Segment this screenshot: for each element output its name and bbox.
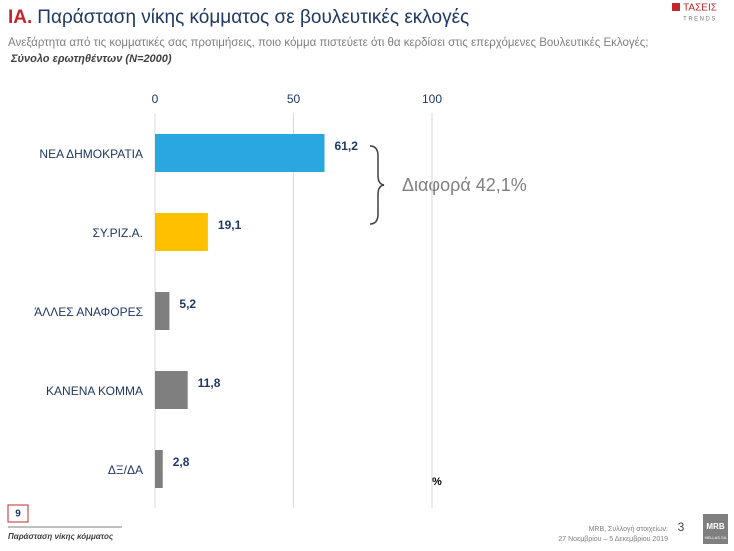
title-text: Παράσταση νίκης κόμματος σε βουλευτικές … <box>37 7 469 28</box>
value-label: 2,8 <box>173 455 190 469</box>
bar <box>155 213 208 251</box>
category-label: ΆΛΛΕΣ ΑΝΑΦΟΡΕΣ <box>34 305 143 319</box>
value-label: 5,2 <box>179 297 196 311</box>
brace <box>369 145 385 225</box>
brand-sub: HELLAS SA <box>705 535 727 540</box>
value-label: 11,8 <box>198 376 221 390</box>
x-tick-label: 100 <box>422 92 442 106</box>
footer-section: Παράσταση νίκης κόμματος <box>8 532 114 541</box>
base-note: Σύνολο ερωτηθέντων (N=2000) <box>10 53 172 65</box>
page-number: 3 <box>678 520 685 534</box>
chart-title: ΙΑ. Παράσταση νίκης κόμματος σε βουλευτικ… <box>8 7 469 28</box>
category-label: ΣΥ.ΡΙΖ.Α. <box>92 226 143 240</box>
x-tick-label: 0 <box>152 92 159 106</box>
x-tick-label: 50 <box>287 92 301 106</box>
value-label: 19,1 <box>218 218 242 232</box>
unit-label: % <box>432 476 442 488</box>
subtitle: Ανεξάρτητα από τις κομματικές σας προτιμ… <box>8 37 648 49</box>
footer-dates: 27 Νοεμβρίου – 5 Δεκεμβρίου 2019 <box>558 535 668 543</box>
annotation: Διαφορά 42,1% <box>402 175 527 195</box>
page-box <box>7 504 29 523</box>
brand: MRB <box>706 522 724 531</box>
value-label: 61,2 <box>335 139 359 153</box>
bar <box>155 450 163 488</box>
bar <box>155 371 188 409</box>
footer-source: MRB, Συλλογή στοιχείων: <box>589 525 668 533</box>
page-box-number: 9 <box>15 509 21 520</box>
brand-logo <box>703 514 728 544</box>
section-label: ΙΑ. <box>8 7 32 28</box>
category-label: ΔΞ/ΔΑ <box>108 463 143 477</box>
category-label: ΝΕΑ ΔΗΜΟΚΡΑΤΙΑ <box>39 147 143 161</box>
bar <box>155 292 170 330</box>
logo-sub: TRENDS <box>683 17 717 23</box>
category-label: ΚΑΝΕΝΑ ΚΟΜΜΑ <box>46 384 143 398</box>
logo: ΤΑΣΕΙΣ <box>683 3 717 14</box>
bar <box>155 134 325 172</box>
logo-icon <box>672 3 680 11</box>
